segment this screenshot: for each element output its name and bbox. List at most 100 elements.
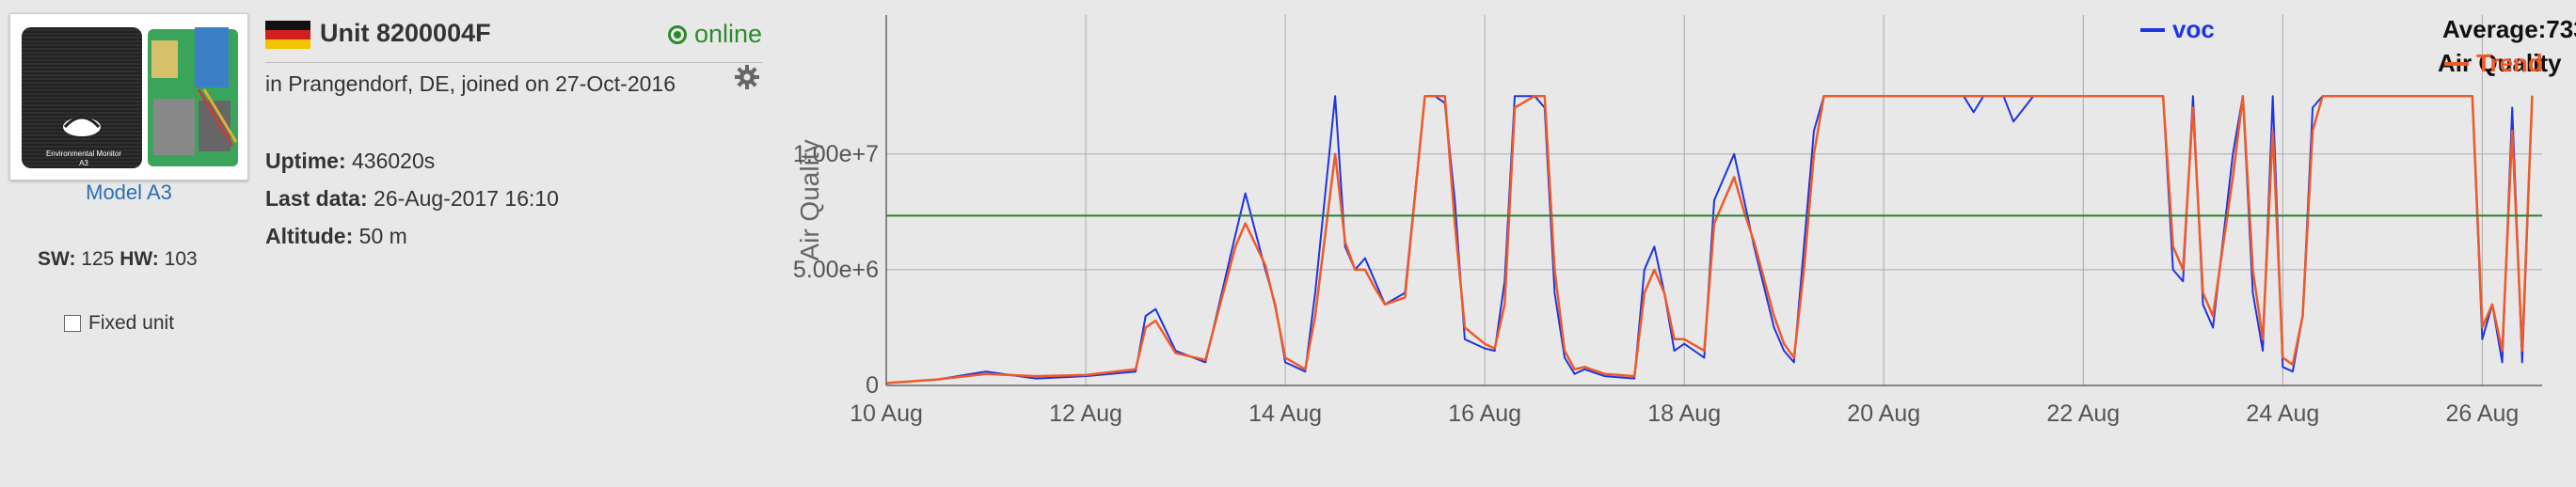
data-point-trend <box>1543 95 1546 97</box>
data-point-trend <box>1484 342 1486 345</box>
data-point-trend <box>1443 95 1446 97</box>
model-link[interactable]: Model A3 <box>86 181 172 204</box>
data-point-trend <box>1434 95 1436 97</box>
data-point-trend <box>2182 269 2185 271</box>
data-point-voc <box>1813 130 1815 132</box>
data-point-trend <box>1284 356 1286 359</box>
data-point-trend <box>1314 315 1316 317</box>
data-point-trend <box>1174 352 1177 354</box>
data-point-trend <box>1274 306 1277 308</box>
data-point-voc <box>1803 245 1805 248</box>
data-point-voc <box>2171 269 2174 271</box>
data-point-voc <box>2282 366 2284 369</box>
data-point-voc <box>1514 95 1516 97</box>
data-point-voc <box>2292 370 2294 373</box>
data-point-voc <box>1564 356 1566 359</box>
chart-series <box>885 94 2534 385</box>
data-point-trend <box>1423 95 1426 97</box>
data-point-trend <box>1753 241 1756 244</box>
legend-trend[interactable]: Trend <box>2444 49 2543 78</box>
data-point-trend <box>1813 152 1815 155</box>
data-point-trend <box>2312 130 2314 132</box>
fixed-unit-option[interactable]: Fixed unit <box>64 312 174 335</box>
data-point-trend <box>2481 326 2484 329</box>
data-point-trend <box>1534 95 1535 97</box>
data-point-trend <box>1972 95 1975 97</box>
data-point-voc <box>1683 342 1685 345</box>
data-point-trend <box>2461 95 2463 97</box>
data-point-voc <box>1643 269 1646 271</box>
device-photo: Environmental Monitor A3 <box>9 13 248 181</box>
data-point-trend <box>1204 359 1207 361</box>
sw-label: SW: <box>38 248 76 270</box>
last-data-label: Last data: <box>265 186 368 211</box>
data-point-voc <box>2511 106 2513 109</box>
data-point-trend <box>935 379 937 381</box>
data-point-voc <box>1374 280 1376 282</box>
altitude-label: Altitude: <box>265 224 354 248</box>
data-point-voc <box>1364 257 1366 259</box>
y-tick-label: 1.00e+7 <box>793 141 879 167</box>
legend-average: Average:7334813.71 <box>2442 15 2576 43</box>
data-point-trend <box>1464 326 1466 329</box>
sw-value: 125 <box>81 248 115 270</box>
last-data-value: 26-Aug-2017 16:10 <box>374 186 559 211</box>
data-point-trend <box>1663 291 1665 294</box>
data-point-trend <box>2511 130 2513 132</box>
data-point-trend <box>2331 95 2334 97</box>
data-point-trend <box>1773 315 1775 317</box>
legend-voc[interactable]: voc <box>2140 15 2215 44</box>
data-point-voc <box>1284 361 1286 364</box>
data-point-trend <box>1384 304 1386 306</box>
data-point-trend <box>2301 315 2304 317</box>
data-point-voc <box>1454 199 1456 201</box>
y-tick-label: 5.00e+6 <box>793 257 879 283</box>
data-point-trend <box>1993 95 1995 97</box>
hw-label: HW: <box>119 248 159 270</box>
data-point-voc <box>2182 280 2185 282</box>
fixed-unit-checkbox[interactable] <box>64 315 81 332</box>
data-point-voc <box>1035 377 1037 380</box>
data-point-trend <box>1374 287 1376 290</box>
data-point-trend <box>1883 95 1885 97</box>
data-point-trend <box>1633 375 1635 377</box>
data-point-voc <box>1204 361 1207 364</box>
altitude-row: Altitude: 50 m <box>265 224 407 249</box>
data-point-voc <box>2271 95 2274 97</box>
data-point-trend <box>1713 222 1715 225</box>
data-point-trend <box>2282 356 2284 359</box>
data-point-voc <box>1673 350 1676 352</box>
data-point-trend <box>2192 106 2194 109</box>
air-quality-chart[interactable]: 10 Aug 12 Aug 14 Aug 16 Aug 18 Aug 20 Aug 22 A… <box>771 0 2576 487</box>
x-tick-label: 20 Aug <box>1847 401 1920 427</box>
chart-axes: 10 Aug 12 Aug 14 Aug 16 Aug 18 Aug 20 Aug 22 A… <box>793 15 2542 427</box>
data-point-trend <box>2292 364 2294 366</box>
data-point-voc <box>2501 361 2504 364</box>
data-point-voc <box>1773 326 1775 329</box>
data-point-voc <box>1583 368 1585 370</box>
gear-icon[interactable] <box>734 64 760 90</box>
status-indicator: online <box>667 20 762 49</box>
data-point-voc <box>1653 245 1656 248</box>
data-point-trend <box>1035 375 1037 377</box>
data-point-trend <box>1932 95 1935 97</box>
legend-voc-label: voc <box>2172 15 2215 43</box>
data-point-voc <box>1603 375 1606 377</box>
data-point-trend <box>1783 342 1786 345</box>
online-status-icon <box>667 24 687 44</box>
sw-hw-info: SW: 125 HW: 103 <box>38 248 198 271</box>
data-point-trend <box>1135 368 1137 370</box>
x-tick-label: 18 Aug <box>1647 401 1721 427</box>
uptime-value: 436020s <box>352 149 436 173</box>
data-point-voc <box>1484 347 1486 350</box>
data-point-trend <box>1733 176 1736 179</box>
data-point-voc <box>1972 111 1975 114</box>
x-tick-label: 14 Aug <box>1248 401 1322 427</box>
data-point-trend <box>2262 338 2264 340</box>
data-point-voc <box>1573 372 1576 375</box>
data-point-trend <box>2501 350 2504 352</box>
data-point-trend <box>1653 269 1656 271</box>
data-point-trend <box>2082 95 2085 97</box>
data-point-trend <box>2232 176 2234 179</box>
data-point-voc <box>1304 370 1307 373</box>
